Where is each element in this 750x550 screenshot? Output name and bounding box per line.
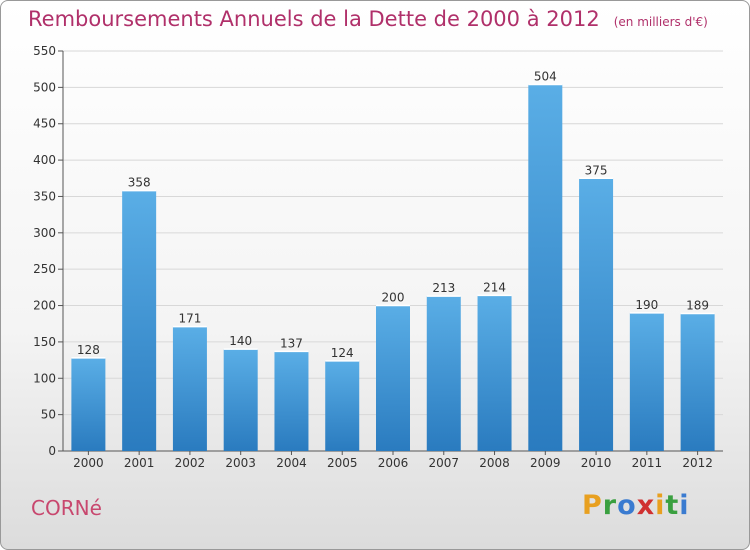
value-label-2011: 190 (635, 298, 658, 312)
value-label-2008: 214 (483, 280, 506, 294)
value-label-2002: 171 (178, 312, 201, 326)
y-tick-label: 450 (33, 117, 56, 131)
y-tick-label: 200 (33, 299, 56, 313)
chart-title-text: Remboursements Annuels de la Dette de 20… (28, 7, 600, 31)
x-tick-label-2000: 2000 (73, 456, 104, 470)
value-label-2007: 213 (432, 281, 455, 295)
value-label-2001: 358 (128, 176, 151, 190)
bar-2005 (325, 360, 360, 451)
bar-2006 (376, 305, 410, 451)
bar-2007 (426, 296, 461, 451)
x-tick-label-2004: 2004 (276, 456, 307, 470)
chart-unit: (en milliers d'€) (613, 15, 708, 29)
value-label-2000: 128 (77, 343, 100, 357)
y-tick-label: 250 (33, 262, 56, 276)
y-tick-label: 500 (33, 80, 56, 94)
bar-2010 (579, 178, 614, 452)
bar-2004 (274, 351, 309, 451)
y-tick-label: 50 (41, 408, 56, 422)
proxiti-logo: Proxiti (582, 490, 690, 521)
x-tick-label-2008: 2008 (479, 456, 510, 470)
x-tick-label-2011: 2011 (632, 456, 663, 470)
value-label-2006: 200 (382, 291, 405, 305)
bar-2011 (629, 312, 664, 451)
bar-2001 (122, 190, 157, 452)
y-tick-label: 350 (33, 189, 56, 203)
y-tick-label: 400 (33, 153, 56, 167)
x-tick-label-2006: 2006 (378, 456, 409, 470)
y-tick-label: 0 (48, 444, 56, 458)
value-label-2003: 140 (229, 334, 252, 348)
y-tick-label: 300 (33, 226, 56, 240)
commune-name: CORNé (31, 496, 102, 520)
x-tick-label-2007: 2007 (428, 456, 459, 470)
x-tick-label-2003: 2003 (225, 456, 256, 470)
y-tick-label: 550 (33, 44, 56, 58)
x-tick-label-2005: 2005 (327, 456, 358, 470)
value-label-2005: 124 (331, 346, 354, 360)
x-tick-label-2002: 2002 (175, 456, 206, 470)
x-tick-label-2012: 2012 (682, 456, 713, 470)
x-tick-label-2001: 2001 (124, 456, 155, 470)
bar-2003 (223, 349, 258, 451)
bar-2002 (172, 326, 207, 451)
value-label-2012: 189 (686, 299, 709, 313)
x-tick-label-2009: 2009 (530, 456, 561, 470)
bar-2009 (528, 84, 563, 452)
y-tick-label: 150 (33, 335, 56, 349)
chart-title: Remboursements Annuels de la Dette de 20… (28, 7, 708, 31)
value-label-2004: 137 (280, 336, 303, 350)
bar-2008 (477, 295, 512, 451)
value-label-2010: 375 (585, 163, 608, 177)
value-label-2009: 504 (534, 69, 557, 83)
x-tick-label-2010: 2010 (581, 456, 612, 470)
bar-2012 (680, 313, 715, 451)
bar-2000 (71, 357, 106, 451)
y-tick-label: 100 (33, 371, 56, 385)
